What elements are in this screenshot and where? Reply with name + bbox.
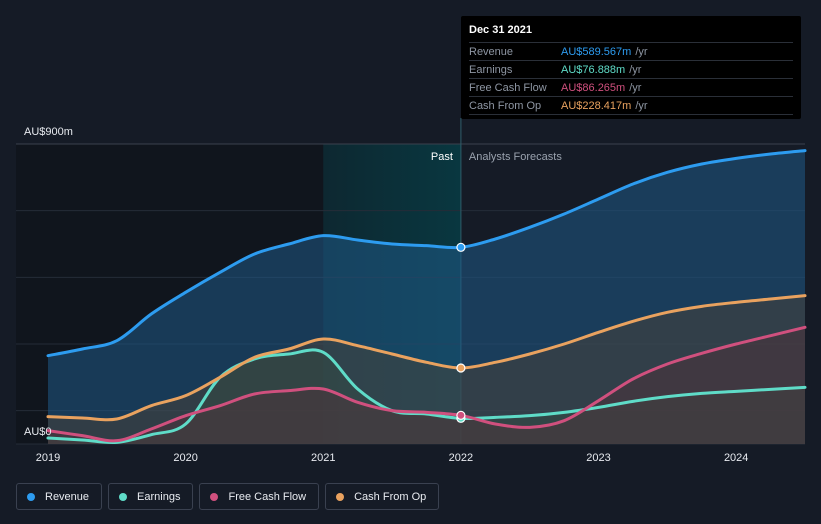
chart-legend: Revenue Earnings Free Cash Flow Cash Fro… [16,483,440,510]
earnings-line [46,348,807,445]
tooltip-panel: Dec 31 2021 Revenue AU$589.567m /yr Earn… [461,16,801,119]
tooltip-row-cfo: Cash From Op AU$228.417m /yr [469,96,793,115]
tooltip-cfo-label: Cash From Op [469,99,542,112]
legend-item-free-cash-flow[interactable]: Free Cash Flow [199,483,320,510]
tooltip-fcf-value: AU$86.265m [561,81,626,94]
past-label: Past [431,151,453,163]
revenue-line [46,149,807,358]
x-tick-label: 2019 [36,452,60,464]
x-tick-label: 2023 [586,452,610,464]
cash-from-op-line [46,294,807,422]
tooltip-cfo-value: AU$228.417m [561,99,632,112]
tooltip-cfo-unit: /yr [635,99,648,112]
tooltip-earnings-value: AU$76.888m [561,63,626,76]
tooltip-fcf-label: Free Cash Flow [469,81,547,94]
cash-from-op-point [456,363,466,373]
revenue-area [48,150,805,444]
tooltip-row-revenue: Revenue AU$589.567m /yr [469,42,793,60]
legend-label-earnings: Earnings [137,490,181,503]
legend-dot-revenue [27,492,35,501]
x-tick-label: 2022 [449,452,473,464]
earnings-area [48,349,805,444]
cash-from-op-area [48,295,805,444]
tooltip-fcf-unit: /yr [629,81,642,94]
tooltip-date: Dec 31 2021 [469,24,532,36]
legend-label-cash-from-op: Cash From Op [354,490,427,503]
legend-label-free-cash-flow: Free Cash Flow [228,490,307,503]
revenue-point [456,242,466,252]
forecast-label: Analysts Forecasts [469,151,562,163]
free-cash-flow-area [48,327,805,444]
tooltip-revenue-value: AU$589.567m [561,45,632,58]
y-axis-bottom-label: AU$0 [24,426,52,438]
legend-item-cash-from-op[interactable]: Cash From Op [325,483,440,510]
legend-item-earnings[interactable]: Earnings [108,483,194,510]
y-axis-top-label: AU$900m [24,126,73,138]
free-cash-flow-point [456,410,466,420]
legend-item-revenue[interactable]: Revenue [16,483,103,510]
x-tick-label: 2020 [173,452,197,464]
tooltip-revenue-unit: /yr [635,45,648,58]
legend-label-revenue: Revenue [45,490,90,503]
legend-dot-cash-from-op [336,492,345,501]
tooltip-earnings-label: Earnings [469,63,513,76]
legend-dot-earnings [119,492,128,501]
tooltip-earnings-unit: /yr [629,63,642,76]
tooltip-revenue-label: Revenue [469,45,514,58]
x-tick-label: 2021 [311,452,335,464]
tooltip-row-fcf: Free Cash Flow AU$86.265m /yr [469,78,793,96]
legend-dot-free-cash-flow [210,492,219,501]
free-cash-flow-line [46,325,807,443]
tooltip-row-earnings: Earnings AU$76.888m /yr [469,60,793,78]
x-tick-label: 2024 [724,452,748,464]
